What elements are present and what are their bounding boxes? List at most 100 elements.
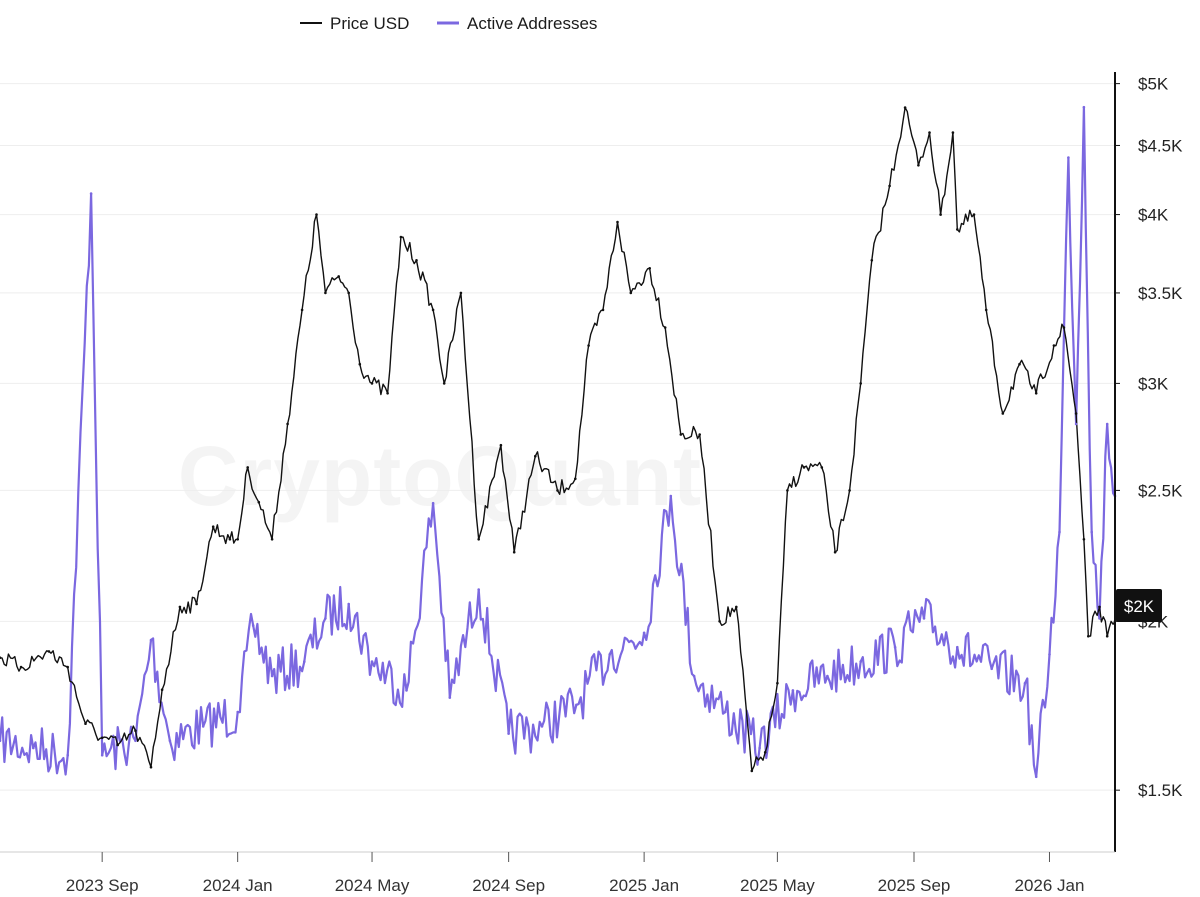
price-point	[972, 213, 976, 216]
active-addresses-point	[826, 674, 829, 678]
legend-label-price[interactable]: Price USD	[330, 14, 409, 33]
price-point	[1098, 605, 1101, 609]
price-point	[956, 228, 959, 231]
active-addresses-point	[1048, 653, 1051, 656]
price-point	[587, 344, 590, 347]
series	[0, 105, 1117, 779]
current-price-badge: $2K	[1116, 589, 1162, 622]
watermark: CryptoQuant	[178, 429, 702, 523]
active-addresses-point	[922, 617, 926, 620]
price-point	[160, 688, 164, 691]
active-addresses-point	[370, 660, 374, 663]
y-tick-label: $3.5K	[1138, 284, 1183, 303]
price-point	[629, 291, 633, 295]
price-point	[534, 454, 537, 458]
price-point	[616, 220, 619, 224]
active-addresses-point	[0, 739, 2, 743]
price-point	[149, 765, 153, 769]
active-addresses-point	[168, 739, 172, 743]
price-point	[315, 213, 318, 216]
price-point	[556, 489, 559, 492]
price-point	[903, 106, 907, 109]
price-point	[776, 681, 779, 685]
price-point	[257, 500, 261, 504]
x-tick-label: 2024 Sep	[472, 876, 545, 895]
price-point	[512, 550, 516, 554]
active-addresses-point	[723, 710, 727, 714]
price-point	[195, 602, 198, 606]
price-point	[574, 477, 577, 481]
price-point	[477, 538, 481, 541]
price-point	[786, 489, 789, 492]
price-point	[84, 722, 87, 725]
price-point	[300, 308, 304, 312]
active-addresses-point	[1098, 617, 1101, 620]
active-addresses-point	[1090, 530, 1093, 534]
axes: $5K $4.5K $4K $3.5K $3K $2.5K $2K $1.5K 2023 Sep…	[0, 72, 1183, 895]
gridlines	[0, 83, 1115, 791]
price-point	[663, 326, 667, 329]
active-addresses-point	[1058, 530, 1061, 534]
active-addresses-point	[270, 674, 274, 678]
price-point	[820, 466, 824, 469]
y-tick-label: $4K	[1138, 206, 1169, 225]
price-point	[928, 131, 931, 134]
price-point	[370, 382, 374, 385]
active-addresses-point	[1105, 422, 1109, 426]
price-point	[431, 308, 435, 312]
x-tick-label: 2025 Sep	[878, 876, 951, 895]
y-tick-label: $4.5K	[1138, 136, 1183, 155]
price-point	[763, 751, 767, 754]
price-point	[286, 422, 289, 426]
x-tick-label: 2026 Jan	[1015, 876, 1085, 895]
legend-label-active-addresses[interactable]: Active Addresses	[467, 14, 597, 33]
active-addresses-point	[448, 696, 452, 699]
active-addresses-point	[1074, 422, 1078, 426]
price-point	[459, 291, 463, 295]
price-point	[679, 433, 683, 436]
price-point	[833, 550, 837, 554]
price-point	[601, 308, 605, 312]
price-point	[415, 259, 418, 262]
price-point	[888, 184, 891, 188]
price-point	[698, 433, 701, 436]
legend: Price USD Active Addresses	[300, 14, 597, 33]
active-addresses-point	[405, 689, 408, 692]
price-point	[1062, 326, 1066, 329]
price-point	[870, 259, 874, 262]
x-tick-label: 2023 Sep	[66, 876, 139, 895]
active-addresses-point	[893, 645, 897, 649]
price-point	[1001, 412, 1005, 415]
price-point	[1087, 634, 1090, 638]
price-point	[750, 769, 754, 773]
price-point	[848, 489, 851, 492]
y-tick-label: $3K	[1138, 374, 1169, 393]
active-addresses-point	[303, 660, 306, 663]
active-addresses-point	[201, 725, 205, 728]
price-point	[270, 538, 274, 541]
price-point	[1052, 344, 1056, 347]
x-tick-label: 2025 Jan	[609, 876, 679, 895]
y-tick-label: $5K	[1138, 75, 1169, 94]
price-point	[951, 131, 955, 134]
price-point	[66, 665, 69, 669]
active-addresses-point	[324, 617, 327, 620]
active-addresses-point	[347, 602, 351, 606]
active-addresses-point	[431, 501, 435, 505]
active-addresses-point	[540, 725, 544, 728]
price-point	[19, 665, 23, 669]
active-addresses-point	[791, 689, 795, 692]
price-point	[134, 729, 137, 732]
x-tick-label: 2024 Jan	[203, 876, 273, 895]
price-point	[358, 362, 362, 366]
active-addresses-point	[1023, 681, 1027, 685]
price-point	[228, 538, 232, 541]
price-point	[1018, 362, 1021, 366]
active-addresses-point	[1067, 156, 1070, 159]
price-point	[1082, 538, 1086, 541]
active-addresses-point	[89, 192, 93, 195]
price-point	[1074, 412, 1078, 415]
current-price-badge-label: $2K	[1124, 597, 1155, 616]
price-point	[337, 275, 341, 278]
